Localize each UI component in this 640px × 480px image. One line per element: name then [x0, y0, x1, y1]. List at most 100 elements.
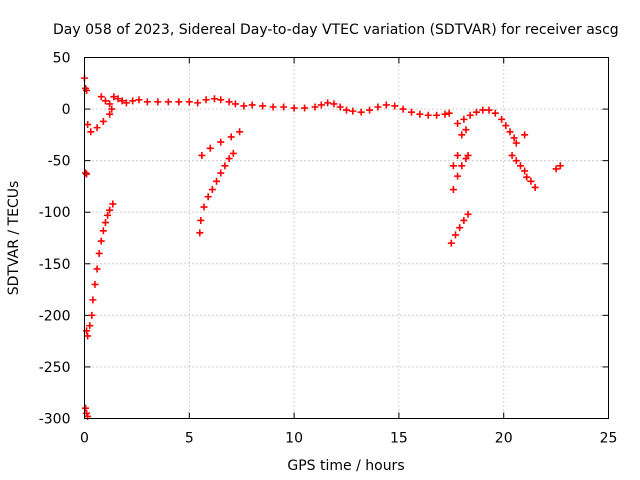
data-point — [84, 121, 92, 129]
data-point — [317, 101, 325, 109]
data-point — [458, 131, 466, 139]
data-point — [290, 104, 298, 112]
data-point — [259, 102, 267, 110]
data-point — [118, 97, 126, 105]
data-point — [472, 108, 480, 116]
data-point — [86, 322, 94, 330]
data-point — [357, 108, 365, 116]
data-point — [101, 219, 109, 227]
y-tick-label: -50 — [48, 154, 71, 170]
data-point — [531, 183, 539, 191]
data-point — [84, 332, 92, 340]
y-tick-label: -300 — [39, 412, 71, 428]
x-tick-label: 15 — [390, 431, 408, 447]
data-point — [106, 110, 114, 118]
data-point — [99, 117, 107, 125]
data-point — [206, 144, 214, 152]
data-point — [164, 98, 172, 106]
data-point — [336, 103, 344, 111]
data-point — [479, 106, 487, 114]
series-upper_band — [81, 74, 453, 136]
data-point — [198, 151, 206, 159]
data-point — [506, 128, 514, 136]
data-point — [114, 95, 122, 103]
data-point — [106, 206, 114, 214]
data-point — [110, 93, 118, 101]
x-tick-label: 0 — [80, 431, 89, 447]
data-point — [460, 216, 468, 224]
data-point — [366, 106, 374, 114]
data-point — [101, 97, 109, 105]
data-point — [88, 311, 96, 319]
y-tick-label: 50 — [53, 51, 71, 67]
data-point — [225, 155, 233, 163]
data-point — [416, 110, 424, 118]
data-point — [512, 157, 520, 165]
data-point — [93, 265, 101, 273]
data-point — [464, 210, 472, 218]
y-axis-label: SDTVAR / TECUs — [6, 181, 22, 296]
data-point — [95, 249, 103, 257]
data-point — [424, 111, 432, 119]
data-point — [508, 151, 516, 159]
data-point — [466, 111, 474, 119]
data-point — [89, 296, 97, 304]
data-point — [269, 103, 277, 111]
y-tick-label: -200 — [39, 308, 71, 324]
data-point — [454, 151, 462, 159]
data-point — [407, 108, 415, 116]
chart-title: Day 058 of 2023, Sidereal Day-to-day VTE… — [53, 22, 619, 38]
data-point — [204, 193, 212, 201]
data-point — [502, 122, 510, 130]
x-tick-label: 10 — [285, 431, 303, 447]
data-point — [197, 216, 205, 224]
data-point — [445, 109, 453, 117]
y-tick-label: -100 — [39, 205, 71, 221]
data-point — [93, 124, 101, 132]
data-point — [227, 133, 235, 141]
data-point — [229, 149, 237, 157]
data-point — [441, 110, 449, 118]
data-point — [221, 162, 229, 170]
data-point — [97, 237, 105, 245]
data-point — [498, 115, 506, 123]
x-tick-label: 20 — [495, 431, 513, 447]
data-point — [108, 105, 116, 113]
data-point — [175, 98, 183, 106]
data-point — [248, 101, 256, 109]
data-point — [109, 200, 117, 208]
series-mid_arc — [196, 128, 244, 237]
data-point — [330, 100, 338, 108]
data-point — [527, 177, 535, 185]
series-late_arcs — [447, 106, 564, 247]
data-point — [104, 211, 112, 219]
data-point — [324, 99, 332, 107]
data-point — [391, 102, 399, 110]
data-point — [454, 172, 462, 180]
data-point — [462, 126, 470, 134]
data-point — [82, 169, 90, 177]
data-point — [521, 167, 529, 175]
data-point — [491, 109, 499, 117]
data-point — [449, 162, 457, 170]
data-point — [196, 229, 204, 237]
data-point — [208, 186, 216, 194]
y-tick-labels: 50 0 -50 -100 -150 -200 -250 -300 — [39, 51, 71, 428]
data-point — [97, 93, 105, 101]
data-point — [280, 103, 288, 111]
data-point — [456, 224, 464, 232]
y-tick-label: -250 — [39, 360, 71, 376]
data-point — [231, 100, 239, 108]
data-point — [236, 128, 244, 136]
x-tick-label: 5 — [185, 431, 194, 447]
data-point — [217, 169, 225, 177]
data-point — [129, 97, 137, 105]
data-point — [485, 106, 493, 114]
data-point — [433, 111, 441, 119]
data-point — [225, 98, 233, 106]
data-point — [343, 106, 350, 114]
plot-frame — [84, 57, 609, 419]
x-tick-labels: 0 5 10 15 20 25 — [80, 431, 617, 447]
data-point — [512, 139, 520, 147]
